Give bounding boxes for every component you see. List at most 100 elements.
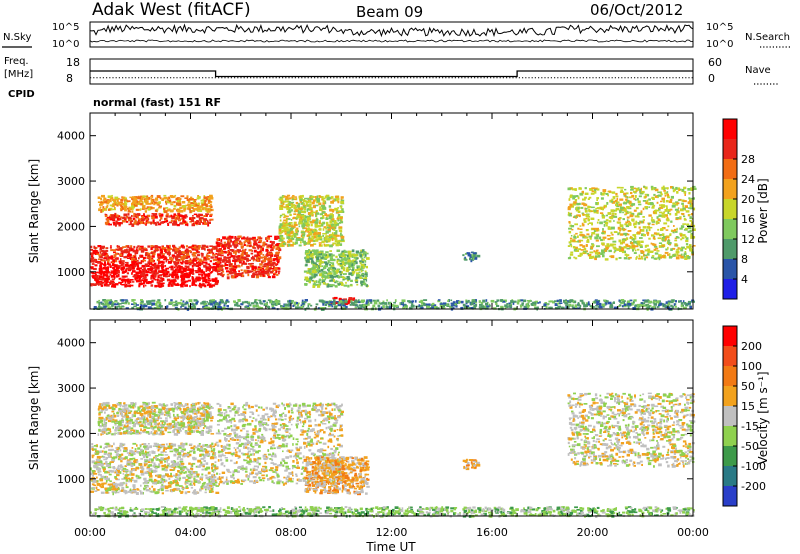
power-cell: [115, 275, 119, 278]
power-cell: [180, 306, 182, 308]
power-cell: [207, 200, 211, 203]
power-cell: [680, 248, 684, 252]
power-cell: [355, 254, 359, 257]
power-cell: [110, 256, 114, 260]
power-cell: [188, 268, 191, 272]
power-cell: [318, 208, 323, 211]
power-cell: [647, 248, 651, 251]
power-cell: [675, 186, 678, 190]
power-cell: [401, 299, 406, 303]
power-cell: [625, 221, 628, 224]
power-cell: [134, 196, 138, 199]
power-cell: [177, 255, 181, 258]
power-cell: [219, 257, 222, 260]
power-cell: [227, 256, 231, 259]
power-cell: [591, 222, 593, 226]
power-cell: [184, 280, 189, 283]
power-cell: [588, 235, 592, 238]
power-cell: [101, 278, 105, 281]
power-cell: [644, 304, 647, 307]
power-cell: [281, 237, 285, 240]
power-cell: [321, 211, 326, 214]
power-cell: [204, 306, 209, 309]
power-cell: [304, 251, 307, 255]
power-cell: [471, 251, 473, 254]
power-cell: [667, 254, 670, 256]
power-cell: [689, 305, 692, 309]
power-cell: [207, 210, 211, 213]
power-cell: [206, 219, 209, 223]
power-cell: [254, 240, 256, 244]
power-cell: [571, 188, 575, 191]
power-cell: [311, 273, 314, 277]
power-cell: [593, 301, 596, 303]
power-cell: [156, 281, 161, 284]
power-cell: [584, 209, 588, 213]
power-cell: [620, 186, 624, 189]
power-cell: [567, 257, 571, 260]
power-cell: [631, 302, 635, 304]
power-cell: [645, 304, 650, 306]
power-cell: [517, 299, 521, 303]
power-cell: [220, 254, 223, 257]
power-cell: [202, 282, 204, 285]
power-cell: [177, 203, 182, 206]
power-cell: [373, 301, 378, 305]
power-cell: [520, 304, 523, 308]
power-cell: [665, 248, 668, 251]
power-cell: [90, 260, 95, 263]
power-cell: [318, 202, 322, 206]
power-cell: [526, 303, 529, 306]
power-cell: [654, 195, 658, 198]
power-cell: [131, 197, 134, 201]
power-cell: [633, 224, 635, 226]
power-cell: [195, 279, 197, 283]
power-cell: [291, 225, 295, 228]
power-cell: [642, 216, 645, 218]
power-cell: [197, 202, 200, 205]
power-cell: [664, 209, 668, 212]
power-cell: [322, 199, 325, 203]
power-cell: [575, 209, 579, 212]
power-cell: [327, 284, 331, 287]
power-cell: [152, 276, 155, 280]
power-cell: [312, 243, 317, 245]
power-cell: [233, 271, 237, 274]
power-cell: [653, 300, 657, 303]
power-cell: [303, 208, 306, 211]
power-cell: [569, 253, 574, 256]
power-cell: [297, 230, 299, 233]
power-cell: [119, 305, 123, 309]
power-cell: [306, 307, 310, 310]
power-cell: [672, 254, 676, 257]
power-cell: [307, 216, 311, 220]
power-cell: [437, 299, 441, 301]
power-cell: [173, 278, 177, 282]
power-cell: [613, 220, 615, 222]
power-cell: [155, 223, 158, 226]
power-cell: [143, 305, 148, 308]
power-cell: [152, 213, 157, 216]
power-cell: [212, 299, 215, 301]
power-cell: [96, 253, 99, 255]
power-cell: [171, 271, 174, 275]
power-cell: [240, 258, 245, 261]
power-cell: [147, 254, 150, 257]
power-cell: [665, 229, 669, 231]
power-cell: [329, 300, 332, 302]
power-cell: [124, 264, 129, 267]
power-cell: [104, 253, 106, 256]
power-cell: [684, 248, 687, 250]
power-cell: [111, 302, 114, 306]
power-cell: [301, 236, 305, 239]
power-cell: [642, 302, 646, 305]
power-cell: [315, 210, 318, 212]
power-cell: [286, 207, 290, 210]
power-cell: [232, 268, 236, 272]
power-cell: [360, 261, 363, 264]
power-cell: [127, 210, 132, 213]
power-cell: [576, 214, 580, 217]
power-cell: [420, 306, 424, 309]
power-cell: [366, 303, 370, 306]
power-cell: [282, 202, 285, 205]
